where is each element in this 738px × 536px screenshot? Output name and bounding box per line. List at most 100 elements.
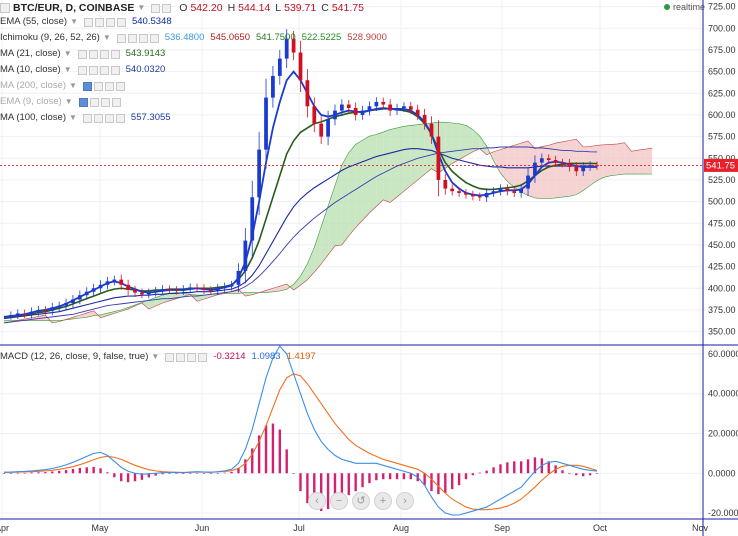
cloud-segment — [107, 311, 115, 316]
eye-icon[interactable] — [82, 81, 92, 91]
reset-view-icon[interactable]: ↺ — [352, 492, 370, 510]
collapse-toggle-icon[interactable] — [0, 3, 10, 13]
scroll-right-icon[interactable]: › — [396, 492, 414, 510]
add-icon[interactable] — [100, 97, 110, 107]
settings-icon[interactable] — [89, 97, 99, 107]
ema55-line — [3, 148, 598, 320]
zoom-in-icon[interactable]: + — [374, 492, 392, 510]
macd-legend-value: 1.4197 — [286, 351, 316, 362]
macd-axis[interactable]: -20.0000 0.0000 20.0000 40.0000 60.0000 — [708, 349, 738, 518]
candle-body — [119, 279, 124, 285]
cloud-segment — [548, 143, 556, 199]
candle-body — [546, 158, 551, 160]
eye-icon[interactable] — [83, 17, 93, 27]
macd-hist-bar — [244, 459, 247, 474]
settings-icon[interactable] — [127, 33, 137, 43]
macd-hist-bar — [561, 470, 564, 474]
macd-hist-bar — [588, 473, 592, 476]
add-icon[interactable] — [104, 81, 114, 91]
legend-label: MA (21, close) — [0, 48, 61, 59]
legend-row[interactable]: MA (200, close) ▼ — [0, 78, 125, 94]
macd-hist-bar — [195, 472, 199, 474]
candle-body — [291, 38, 296, 53]
settings-icon[interactable] — [93, 81, 103, 91]
close-icon[interactable] — [110, 49, 120, 59]
settings-icon[interactable] — [162, 3, 172, 13]
add-icon[interactable] — [99, 49, 109, 59]
chevron-down-icon[interactable]: ▼ — [69, 113, 77, 122]
price-tick-label: 650.00 — [708, 67, 736, 77]
price-axis[interactable]: 350.00 375.00 400.00 425.00 450.00 475.00 500.… — [708, 2, 736, 337]
cloud-segment — [307, 247, 315, 280]
legend-value: 557.3055 — [130, 112, 171, 123]
macd-hist-bar — [457, 473, 461, 486]
candle-body — [574, 166, 579, 172]
eye-icon[interactable] — [165, 352, 175, 362]
settings-icon[interactable] — [88, 49, 98, 59]
time-tick-label: May — [91, 523, 109, 533]
eye-icon[interactable] — [77, 65, 87, 75]
cloud-segment — [472, 129, 480, 152]
chevron-down-icon[interactable]: ▼ — [151, 352, 160, 361]
legend-row[interactable]: Ichimoku (9, 26, 52, 26) ▼ 536.4800 545.065… — [0, 30, 387, 46]
cloud-segment — [610, 143, 618, 176]
settings-icon[interactable] — [88, 65, 98, 75]
add-icon[interactable] — [104, 113, 114, 123]
cloud-segment — [155, 295, 163, 307]
add-icon[interactable] — [138, 33, 148, 43]
chevron-down-icon[interactable]: ▼ — [63, 65, 72, 74]
macd-hist-bar — [395, 473, 399, 480]
chevron-down-icon[interactable]: ▼ — [63, 49, 72, 58]
eye-icon[interactable] — [77, 49, 87, 59]
settings-icon[interactable] — [93, 113, 103, 123]
close-icon[interactable] — [116, 17, 126, 27]
chevron-down-icon[interactable]: ▼ — [137, 3, 146, 12]
eye-icon[interactable] — [78, 97, 88, 107]
legend-row[interactable]: EMA (9, close) ▼ — [0, 94, 121, 110]
cloud-segment — [334, 164, 342, 246]
chevron-down-icon[interactable]: ▼ — [70, 17, 78, 26]
cloud-segment — [465, 125, 473, 156]
settings-icon[interactable] — [176, 352, 186, 362]
candle-body — [277, 58, 282, 76]
zoom-out-icon[interactable]: − — [330, 492, 348, 510]
symbol-title: BTC/EUR, D, COINBASE — [13, 2, 135, 14]
cloud-segment — [617, 142, 625, 175]
macd-hist-bar — [161, 473, 164, 475]
cloud-segment — [341, 152, 349, 245]
eye-icon[interactable] — [116, 33, 126, 43]
close-icon[interactable] — [115, 81, 125, 91]
eye-icon[interactable] — [82, 113, 92, 123]
macd-hist-bar — [78, 467, 82, 474]
price-tick-label: 350.00 — [708, 327, 736, 337]
close-icon[interactable] — [149, 33, 159, 43]
cloud-segment — [445, 122, 453, 169]
macd-hist-bar — [499, 464, 502, 474]
cloud-segment — [293, 276, 301, 290]
add-icon[interactable] — [99, 65, 109, 75]
close-icon[interactable] — [110, 65, 120, 75]
close-icon[interactable] — [115, 113, 125, 123]
close-icon[interactable] — [198, 352, 208, 362]
chevron-down-icon[interactable]: ▼ — [69, 81, 77, 90]
price-tick-label: 500.00 — [708, 197, 736, 207]
cloud-segment — [383, 129, 391, 203]
add-icon[interactable] — [187, 352, 197, 362]
chevron-down-icon[interactable]: ▼ — [102, 33, 111, 42]
cloud-segment — [507, 145, 515, 188]
eye-icon[interactable] — [151, 3, 161, 13]
legend-row[interactable]: MA (100, close) ▼ 557.3055 — [0, 110, 171, 126]
time-axis[interactable]: Apr May Jun Jul Aug Sep Oct Nov — [0, 523, 708, 533]
close-icon[interactable] — [111, 97, 121, 107]
add-icon[interactable] — [105, 17, 115, 27]
macd-tick-label: -20.0000 — [708, 508, 738, 518]
settings-icon[interactable] — [94, 17, 104, 27]
legend-row[interactable]: EMA (55, close) ▼ 540.5348 — [0, 14, 172, 30]
legend-row[interactable]: MA (10, close) ▼ 540.0320 — [0, 62, 165, 78]
scroll-left-icon[interactable]: ‹ — [308, 492, 326, 510]
price-tick-label: 475.00 — [708, 218, 736, 228]
chevron-down-icon[interactable]: ▼ — [64, 97, 73, 106]
cloud-segment — [410, 124, 418, 186]
legend-row[interactable]: MA (21, close) ▼ 543.9143 — [0, 46, 165, 62]
